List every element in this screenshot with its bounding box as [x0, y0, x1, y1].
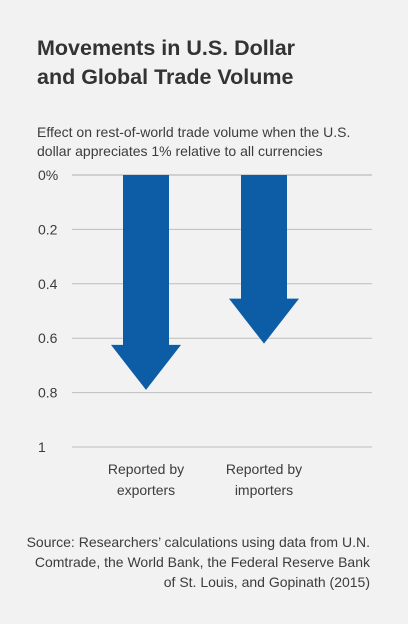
category-label: Reported by — [108, 461, 184, 477]
chart-subtitle: Effect on rest-of-world trade volume whe… — [37, 124, 351, 159]
data-arrows — [111, 175, 299, 390]
y-tick-label: 0.2 — [38, 221, 58, 237]
category-label: Reported by — [226, 461, 302, 477]
y-tick-labels: 0% 0.2 0.4 0.6 0.8 1 — [38, 167, 58, 455]
y-tick-label: 0.4 — [38, 276, 58, 292]
gridlines — [72, 174, 372, 448]
y-tick-label: 0.8 — [38, 385, 58, 401]
arrow-1 — [229, 175, 299, 344]
category-label: importers — [235, 482, 293, 498]
arrow-0 — [111, 175, 181, 390]
y-tick-label: 0% — [38, 167, 58, 183]
category-labels: Reported by exporters Reported by importers — [108, 461, 302, 498]
chart-title: Movements in U.S. Dollar and Global Trad… — [37, 36, 296, 89]
y-tick-label: 0.6 — [38, 330, 58, 346]
source-note: Source: Researchers’ calculations using … — [26, 534, 370, 590]
category-label: exporters — [117, 482, 175, 498]
y-tick-label: 1 — [38, 439, 46, 455]
